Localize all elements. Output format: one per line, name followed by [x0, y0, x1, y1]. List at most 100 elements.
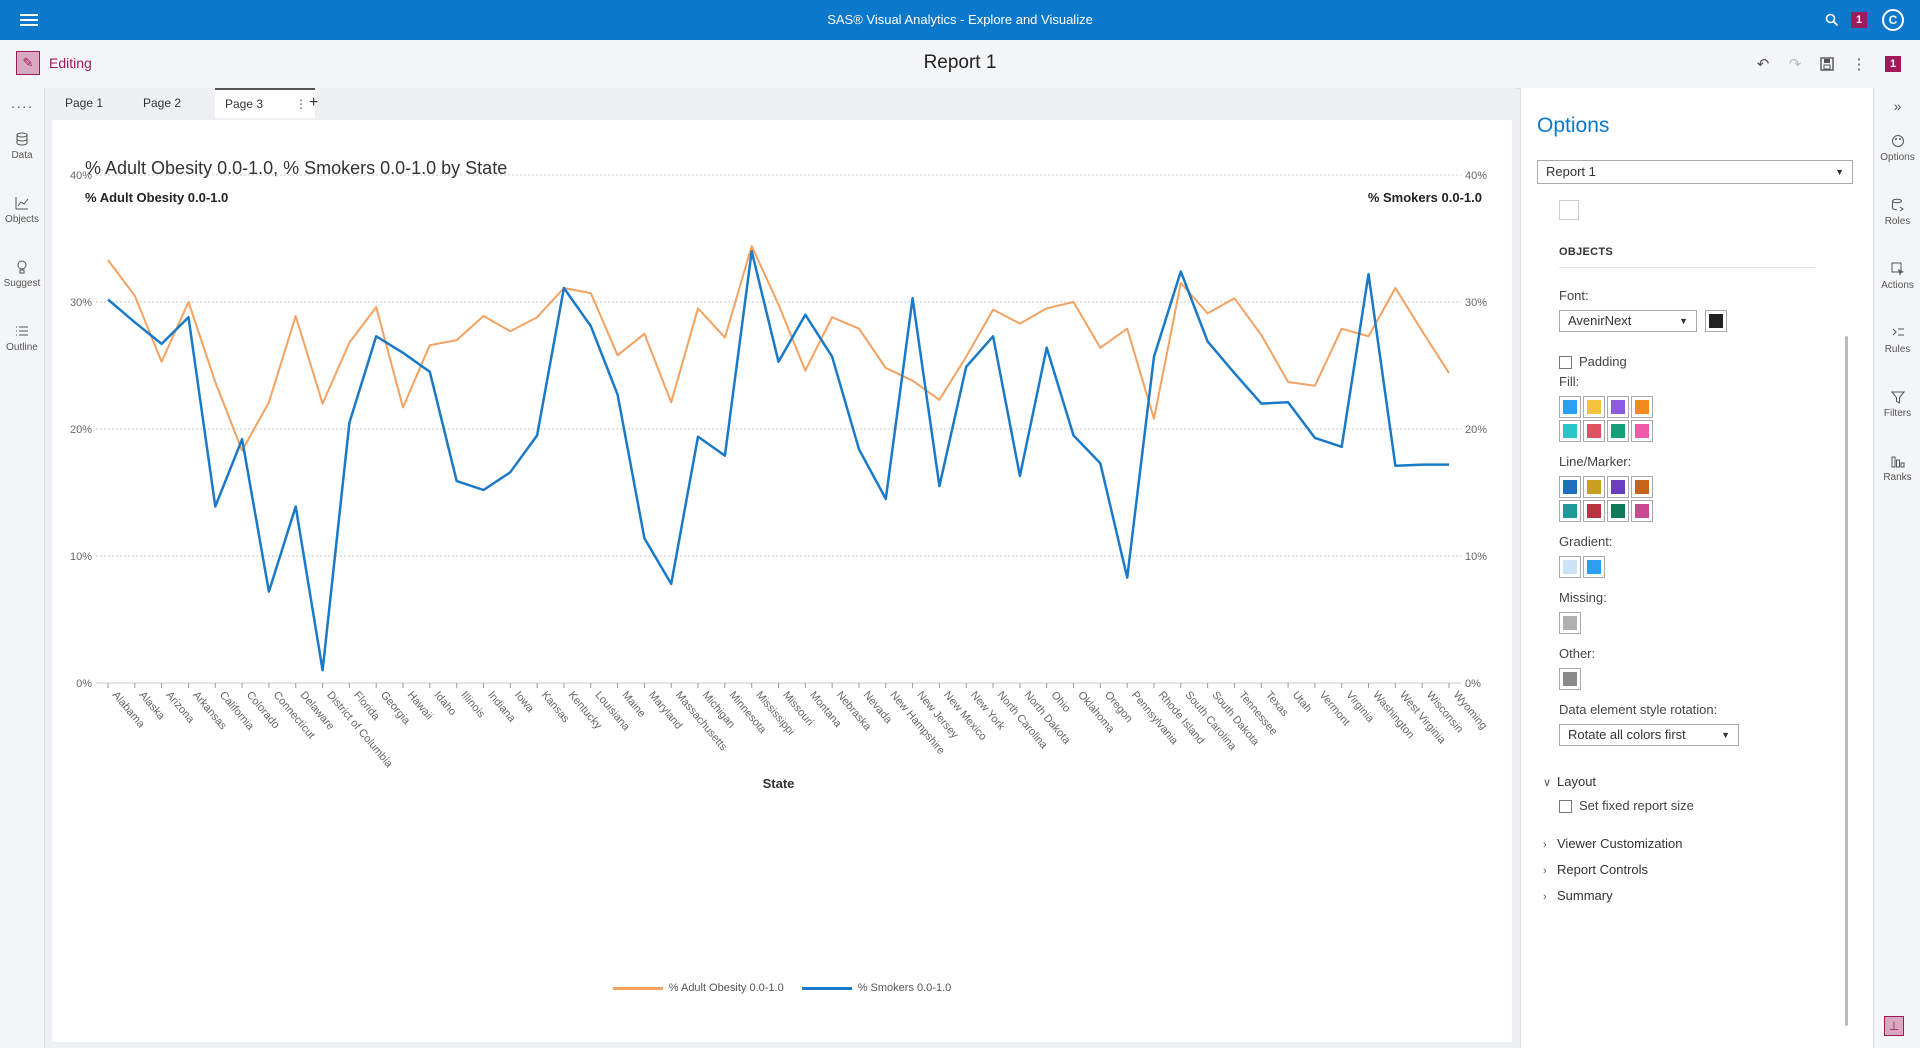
left-nav-suggest[interactable]: Suggest [0, 260, 44, 289]
fixed-size-checkbox[interactable] [1559, 800, 1572, 813]
fill-swatch-3[interactable] [1607, 396, 1629, 418]
y-tick-label-right: 10% [1465, 551, 1487, 563]
line-swatch-7[interactable] [1607, 500, 1629, 522]
right-nav: » Options Roles Actions Rules Filters Ra… [1873, 88, 1920, 1048]
collapse-panel-button[interactable]: » [1874, 98, 1920, 114]
tab-menu-icon[interactable]: ⋮ [295, 97, 307, 111]
rotation-select[interactable]: Rotate all colors first ▼ [1559, 724, 1739, 746]
right-nav-actions[interactable]: Actions [1874, 262, 1920, 291]
fill-swatch-2[interactable] [1583, 396, 1605, 418]
font-color-swatch[interactable] [1705, 310, 1727, 332]
redo-icon: ↷ [1788, 56, 1802, 73]
search-icon[interactable] [1822, 9, 1842, 31]
tab-page-2[interactable]: Page 2 [143, 96, 182, 110]
padding-checkbox[interactable] [1559, 356, 1572, 369]
data-icon [0, 132, 44, 150]
y-tick-label-left: 40% [70, 170, 92, 182]
right-nav-options-label: Options [1880, 152, 1915, 163]
gradient-swatch-1[interactable] [1559, 556, 1581, 578]
left-nav-suggest-label: Suggest [3, 278, 41, 289]
pencil-icon: ✎ [22, 55, 34, 70]
notification-badge: 1 [1851, 12, 1867, 28]
object-select-value: Report 1 [1546, 164, 1596, 179]
options-title: Options [1537, 114, 1610, 137]
x-tick-label: Utah [1290, 689, 1314, 715]
legend-label-smokers: % Smokers 0.0-1.0 [857, 982, 952, 994]
report-toolbar: ✎ Editing Report 1 ↶ ↷ ⋮ 1 [0, 40, 1920, 89]
redo-button[interactable]: ↷ [1784, 53, 1806, 75]
left-nav-outline[interactable]: Outline [0, 324, 44, 353]
background-color-swatch[interactable] [1559, 200, 1579, 220]
user-menu-button[interactable]: C [1880, 9, 1906, 31]
pin-button[interactable]: ⊥ [1884, 1016, 1904, 1036]
suggest-icon [0, 260, 44, 278]
report-canvas: % Adult Obesity 0.0-1.0, % Smokers 0.0-1… [52, 120, 1512, 1042]
summary-toggle[interactable]: › Summary [1543, 888, 1613, 903]
line-swatch-2[interactable] [1583, 476, 1605, 498]
notification-button[interactable]: 1 [1848, 9, 1870, 31]
fill-swatch-1[interactable] [1559, 396, 1581, 418]
viewer-customization-label: Viewer Customization [1557, 836, 1683, 851]
chevron-down-icon: ▼ [1679, 316, 1688, 326]
font-select[interactable]: AvenirNext ▼ [1559, 310, 1697, 332]
pin-icon: ⊥ [1888, 1019, 1900, 1033]
toolbar-badge-button[interactable]: 1 [1882, 53, 1904, 75]
line-swatch-3[interactable] [1607, 476, 1629, 498]
left-nav-objects-label: Objects [5, 214, 39, 225]
rotation-select-value: Rotate all colors first [1568, 727, 1686, 742]
legend-swatch-obesity [612, 986, 663, 990]
series-line-smokers[interactable] [107, 249, 1449, 672]
fill-swatch-8[interactable] [1631, 420, 1653, 442]
chevron-right-icon: › [1543, 891, 1547, 903]
series-line-obesity[interactable] [107, 245, 1450, 452]
right-nav-options[interactable]: Options [1874, 134, 1920, 163]
other-color-swatch[interactable] [1559, 668, 1581, 690]
line-chart[interactable]: 0% 0%10% 10%20% 20%30% 30%40% 40%AlabamaAlask… [52, 120, 1512, 1040]
left-nav-objects[interactable]: Objects [0, 196, 44, 225]
tab-page-1[interactable]: Page 1 [65, 96, 104, 110]
undo-button[interactable]: ↶ [1752, 53, 1774, 75]
fill-swatch-7[interactable] [1607, 420, 1629, 442]
left-nav-data[interactable]: Data [0, 132, 44, 161]
chevron-right-icon: › [1543, 839, 1547, 851]
add-page-button[interactable]: + [309, 94, 319, 111]
options-scrollbar[interactable] [1845, 336, 1848, 1026]
object-select[interactable]: Report 1 ▼ [1537, 160, 1853, 184]
right-nav-ranks[interactable]: Ranks [1874, 454, 1920, 483]
viewer-customization-toggle[interactable]: › Viewer Customization [1543, 836, 1682, 851]
layout-section-toggle[interactable]: ∨ Layout [1543, 774, 1596, 789]
missing-color-swatch[interactable] [1559, 612, 1581, 634]
save-icon [1820, 57, 1834, 71]
fill-swatch-6[interactable] [1583, 420, 1605, 442]
line-swatch-6[interactable] [1583, 500, 1605, 522]
more-vertical-icon: ⋮ [1851, 56, 1867, 73]
report-controls-toggle[interactable]: › Report Controls [1543, 862, 1648, 877]
legend-item-obesity[interactable]: % Adult Obesity 0.0-1.0 [612, 982, 784, 994]
fill-swatch-4[interactable] [1631, 396, 1653, 418]
right-nav-roles[interactable]: Roles [1874, 198, 1920, 227]
fill-swatch-5[interactable] [1559, 420, 1581, 442]
gradient-swatch-2[interactable] [1583, 556, 1605, 578]
padding-label: Padding [1579, 354, 1627, 369]
app-title: SAS® Visual Analytics - Explore and Visu… [827, 12, 1093, 27]
right-nav-rules[interactable]: Rules [1874, 326, 1920, 355]
page-tabs: Page 1 Page 2 Page 3 ⋮ + [45, 88, 1515, 118]
chevron-down-icon: ▼ [1721, 730, 1730, 740]
right-axis-title: % Smokers 0.0-1.0 [1367, 190, 1482, 205]
line-swatch-4[interactable] [1631, 476, 1653, 498]
right-nav-ranks-label: Ranks [1883, 472, 1912, 483]
line-swatch-8[interactable] [1631, 500, 1653, 522]
y-tick-label-left: 30% [70, 297, 92, 309]
fill-label: Fill: [1559, 374, 1580, 389]
line-swatch-5[interactable] [1559, 500, 1581, 522]
report-controls-label: Report Controls [1557, 862, 1649, 877]
save-button[interactable] [1816, 53, 1838, 75]
edit-mode-button[interactable]: ✎ [16, 51, 40, 75]
line-swatch-1[interactable] [1559, 476, 1581, 498]
menu-icon[interactable] [20, 11, 38, 29]
more-options-button[interactable]: ⋮ [1848, 53, 1870, 75]
tab-page-3[interactable]: Page 3 ⋮ [215, 88, 315, 118]
right-nav-filters[interactable]: Filters [1874, 390, 1920, 419]
legend-item-smokers[interactable]: % Smokers 0.0-1.0 [801, 982, 952, 994]
left-nav-more[interactable]: ···· [10, 98, 34, 114]
